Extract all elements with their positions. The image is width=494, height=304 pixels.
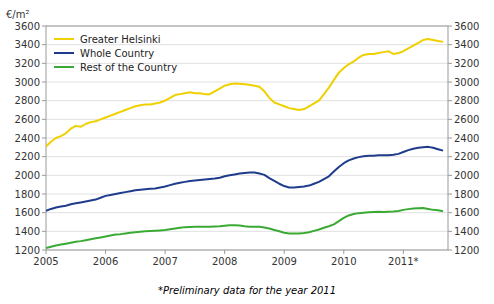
x-tick-label: 2010 <box>331 256 356 267</box>
y-tick <box>42 82 46 83</box>
y-tick-label: 1200 <box>15 245 40 256</box>
legend: Greater Helsinki Whole Country Rest of the… <box>54 34 177 73</box>
y2-tick-label: 1200 <box>454 245 479 256</box>
y-tick <box>42 26 46 27</box>
grid-line <box>46 175 448 176</box>
x-tick-label: 2006 <box>93 256 118 267</box>
x-tick-label: 2005 <box>33 256 58 267</box>
y2-tick-label: 2000 <box>454 170 479 181</box>
y-tick <box>42 231 46 232</box>
y-tick-label: 2400 <box>15 133 40 144</box>
y2-tick-label: 3200 <box>454 58 479 69</box>
y-tick <box>42 138 46 139</box>
plot-frame <box>46 26 448 250</box>
y2-tick <box>448 194 452 195</box>
y-tick <box>42 63 46 64</box>
grid-line <box>46 138 448 139</box>
y-tick <box>42 100 46 101</box>
y2-tick-label: 3000 <box>454 77 479 88</box>
grid-line <box>46 119 448 120</box>
legend-swatch <box>54 38 74 40</box>
x-tick-label: 2008 <box>212 256 237 267</box>
y2-tick <box>448 250 452 251</box>
y2-tick-label: 2200 <box>454 151 479 162</box>
y2-tick <box>448 231 452 232</box>
y2-tick-label: 1600 <box>454 207 479 218</box>
x-tick-label: 2007 <box>152 256 177 267</box>
y-tick-label: 2800 <box>15 95 40 106</box>
y2-tick <box>448 138 452 139</box>
series-lines <box>46 39 443 248</box>
y-tick <box>42 212 46 213</box>
x-tick <box>284 250 285 254</box>
y-tick-label: 2200 <box>15 151 40 162</box>
y2-tick-label: 1800 <box>454 189 479 200</box>
y-tick-label: 3400 <box>15 39 40 50</box>
legend-swatch <box>54 66 74 68</box>
grid-line <box>46 231 448 232</box>
series-line <box>46 147 443 211</box>
grid-line <box>46 100 448 101</box>
legend-label: Greater Helsinki <box>80 34 161 45</box>
y-tick-label: 1800 <box>15 189 40 200</box>
y-tick <box>42 194 46 195</box>
footnote: *Preliminary data for the year 2011 <box>158 285 336 296</box>
y2-tick <box>448 82 452 83</box>
grid-line <box>46 194 448 195</box>
y-tick-label: 1400 <box>15 226 40 237</box>
y2-tick <box>448 175 452 176</box>
y2-tick-label: 1400 <box>454 226 479 237</box>
x-tick-label: 2009 <box>271 256 296 267</box>
y-tick-label: 3200 <box>15 58 40 69</box>
x-tick <box>343 250 344 254</box>
y-tick-label: 1600 <box>15 207 40 218</box>
grid <box>46 26 448 250</box>
legend-label: Rest of the Country <box>80 62 177 73</box>
y-tick <box>42 119 46 120</box>
y2-tick-label: 3400 <box>454 39 479 50</box>
y2-tick <box>448 100 452 101</box>
y2-tick <box>448 156 452 157</box>
x-tick <box>165 250 166 254</box>
x-tick <box>105 250 106 254</box>
axes: 1200 1400 1600 1800 2000 2200 2400 2600 2800 3000… <box>15 21 480 268</box>
y-tick <box>42 44 46 45</box>
y-tick <box>42 175 46 176</box>
y-tick-label: 3000 <box>15 77 40 88</box>
x-tick-label: 2011* <box>388 256 418 267</box>
y2-tick-label: 3600 <box>454 21 479 32</box>
y2-tick <box>448 119 452 120</box>
y-tick-label: 2000 <box>15 170 40 181</box>
legend-swatch <box>54 52 74 54</box>
y-axis-label: €/m² <box>6 9 29 20</box>
x-tick <box>46 250 47 254</box>
series-line <box>46 39 443 146</box>
series-line <box>46 208 443 248</box>
chart: 1200 1400 1600 1800 2000 2200 2400 2600 2800 3000… <box>0 0 494 304</box>
x-tick <box>403 250 404 254</box>
x-tick <box>224 250 225 254</box>
y-tick <box>42 250 46 251</box>
y2-tick-label: 2800 <box>454 95 479 106</box>
grid-line <box>46 156 448 157</box>
y2-tick <box>448 212 452 213</box>
y-tick-label: 3600 <box>15 21 40 32</box>
y-tick-label: 2600 <box>15 114 40 125</box>
y-tick <box>42 156 46 157</box>
y2-tick <box>448 44 452 45</box>
y2-tick-label: 2400 <box>454 133 479 144</box>
legend-label: Whole Country <box>80 48 154 59</box>
y2-tick-label: 2600 <box>454 114 479 125</box>
y2-tick <box>448 26 452 27</box>
y2-tick <box>448 63 452 64</box>
grid-line <box>46 82 448 83</box>
